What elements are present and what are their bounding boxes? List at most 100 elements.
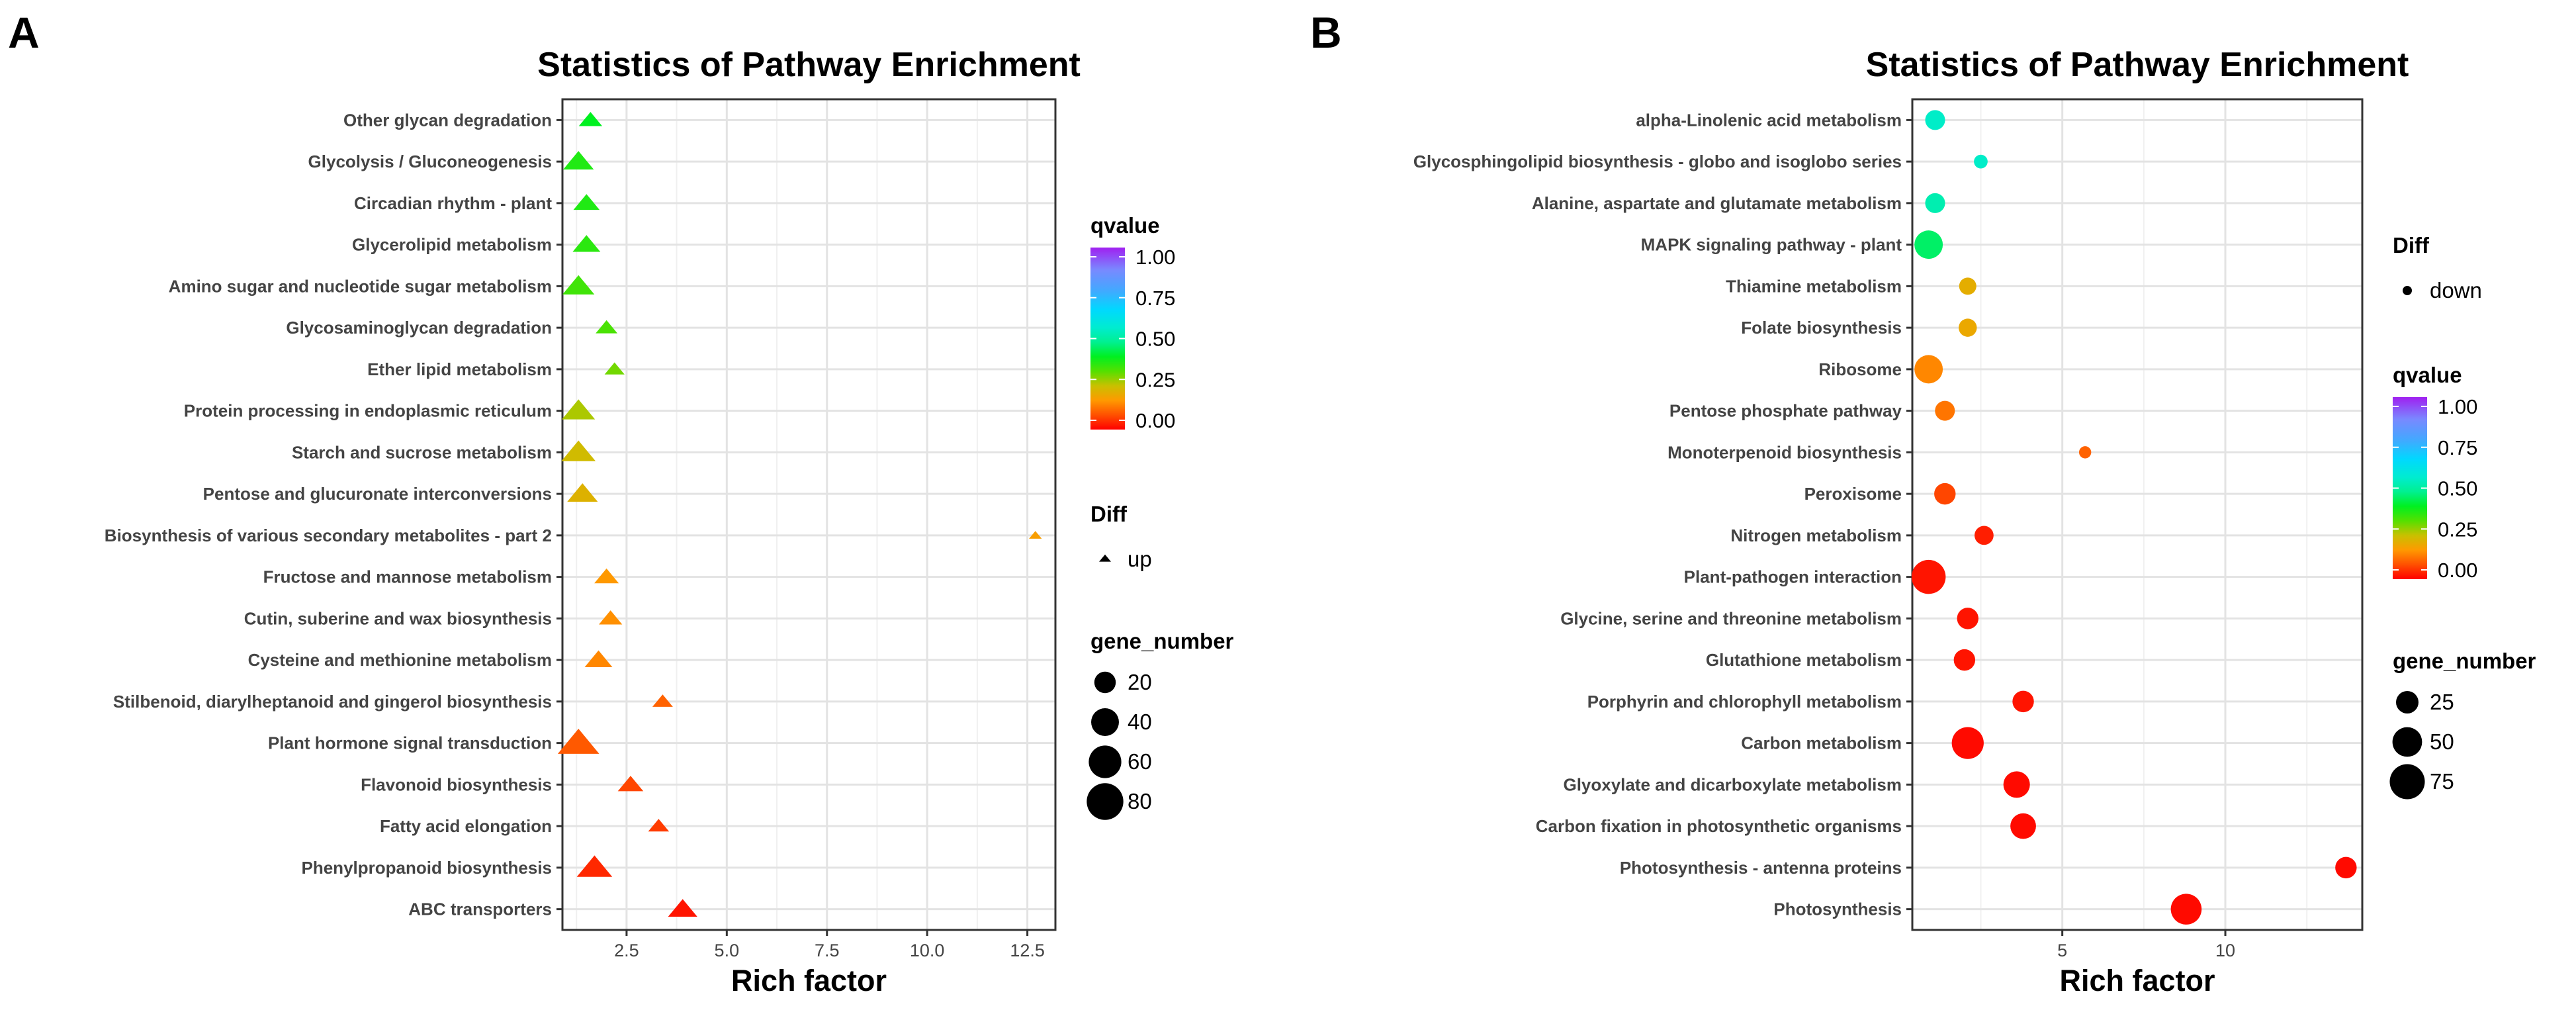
plot-border xyxy=(561,98,1057,931)
diff-legend-key xyxy=(1099,554,1111,562)
data-point-circle xyxy=(1911,559,1946,594)
diff-legend-label: up xyxy=(1128,547,1152,571)
data-point-circle xyxy=(2003,771,2030,798)
size-legend-key xyxy=(1087,783,1124,820)
diff-legend-title: Diff xyxy=(2393,233,2430,257)
size-legend-label: 60 xyxy=(1128,749,1152,774)
data-point-triangle xyxy=(576,855,613,877)
data-point-circle xyxy=(1953,649,1976,671)
category-label: Ether lipid metabolism xyxy=(367,359,552,379)
size-legend-label: 40 xyxy=(1128,710,1152,734)
category-label: Glyoxylate and dicarboxylate metabolism xyxy=(1563,774,1902,794)
category-label: Alanine, aspartate and glutamate metabol… xyxy=(1532,193,1902,213)
data-point-triangle xyxy=(596,320,618,334)
data-point-triangle xyxy=(599,610,623,625)
category-label: Photosynthesis xyxy=(1773,899,1902,919)
x-tick-label: 12.5 xyxy=(1010,941,1045,960)
category-label: Flavonoid biosynthesis xyxy=(361,774,552,794)
category-label: Cysteine and methionine metabolism xyxy=(248,650,552,670)
category-label: Plant hormone signal transduction xyxy=(268,733,552,753)
category-label: Carbon fixation in photosynthetic organi… xyxy=(1536,816,1902,836)
data-point-circle xyxy=(1951,727,1984,759)
data-point-triangle xyxy=(572,235,601,252)
data-point-triangle xyxy=(578,112,603,126)
data-point-circle xyxy=(1974,154,1988,169)
data-point-triangle xyxy=(567,483,598,502)
panel-b-chart: Statistics of Pathway Enrichment alpha-Li… xyxy=(1413,46,2536,997)
size-legend-key xyxy=(1088,745,1122,778)
category-label: Carbon metabolism xyxy=(1741,733,1902,753)
category-label: Circadian rhythm - plant xyxy=(354,193,552,213)
category-label: Glycerolipid metabolism xyxy=(352,235,552,255)
colorbar-tick-label: 0.50 xyxy=(2438,477,2477,500)
category-label: Glycosphingolipid biosynthesis - globo a… xyxy=(1413,152,1902,171)
data-point-triangle xyxy=(573,194,600,210)
size-legend-label: 80 xyxy=(1128,789,1152,813)
data-point-triangle xyxy=(562,399,596,420)
size-legend-key xyxy=(2396,691,2419,714)
category-label: Fatty acid elongation xyxy=(380,816,552,836)
category-label: Glycolysis / Gluconeogenesis xyxy=(308,152,552,171)
size-legend-title: gene_number xyxy=(2393,649,2536,673)
data-point-circle xyxy=(1957,608,1978,629)
category-label: ABC transporters xyxy=(408,899,552,919)
plot-background xyxy=(1912,99,2362,930)
data-point-circle xyxy=(1935,400,1955,421)
x-tick-label: 5 xyxy=(2057,941,2067,960)
category-label: Monoterpenoid biosynthesis xyxy=(1667,442,1902,462)
size-legend-key xyxy=(2392,727,2422,757)
category-label: Porphyrin and chlorophyll metabolism xyxy=(1587,692,1902,712)
category-label: Amino sugar and nucleotide sugar metabol… xyxy=(169,276,552,296)
category-label: Biosynthesis of various secondary metabo… xyxy=(105,526,552,545)
category-label: Starch and sucrose metabolism xyxy=(292,442,552,462)
category-label: Nitrogen metabolism xyxy=(1730,526,1902,545)
colorbar-tick-label: 0.75 xyxy=(2438,436,2477,459)
colorbar-tick-label: 0.00 xyxy=(1135,409,1175,432)
data-point-circle xyxy=(2012,690,2034,713)
panel-letter-a: A xyxy=(8,8,40,57)
size-legend-label: 75 xyxy=(2430,769,2454,794)
x-tick-label: 7.5 xyxy=(815,941,840,960)
data-point-circle xyxy=(1959,277,1976,295)
chart-title: Statistics of Pathway Enrichment xyxy=(537,46,1081,84)
x-tick-label: 10.0 xyxy=(910,941,945,960)
category-label: Ribosome xyxy=(1818,359,1902,379)
data-point-triangle xyxy=(617,776,644,792)
qvalue-legend-title: qvalue xyxy=(1090,213,1160,238)
data-point-triangle xyxy=(563,151,594,170)
category-label: Cutin, suberine and wax biosynthesis xyxy=(244,608,552,628)
diff-legend-key xyxy=(2403,286,2412,295)
category-label: Thiamine metabolism xyxy=(1726,276,1902,296)
diff-legend-label: down xyxy=(2430,278,2482,302)
colorbar-tick-label: 0.75 xyxy=(1135,287,1175,310)
category-label: Pentose and glucuronate interconversions xyxy=(203,484,552,504)
data-point-circle xyxy=(1975,526,1994,545)
data-point-triangle xyxy=(584,650,613,667)
qvalue-legend-title: qvalue xyxy=(2393,363,2462,387)
data-point-triangle xyxy=(562,275,595,295)
plot-border xyxy=(1911,98,2364,931)
data-point-circle xyxy=(2010,813,2036,839)
size-legend-label: 25 xyxy=(2430,690,2454,714)
size-legend-key xyxy=(1091,708,1119,736)
category-label: Glutathione metabolism xyxy=(1706,650,1902,670)
chart-title: Statistics of Pathway Enrichment xyxy=(1866,46,2409,84)
data-point-circle xyxy=(1959,318,1977,337)
x-tick-label: 2.5 xyxy=(614,941,639,960)
x-tick-label: 10 xyxy=(2215,941,2235,960)
x-tick-label: 5.0 xyxy=(715,941,740,960)
colorbar-tick-label: 0.25 xyxy=(2438,518,2477,541)
x-axis-label: Rich factor xyxy=(2059,964,2215,997)
data-point-triangle xyxy=(557,729,600,754)
data-point-circle xyxy=(2170,894,2202,925)
category-label: Fructose and mannose metabolism xyxy=(263,567,552,587)
category-label: Stilbenoid, diarylheptanoid and gingerol… xyxy=(113,692,552,712)
data-point-circle xyxy=(2335,856,2357,879)
colorbar-tick-label: 1.00 xyxy=(1135,246,1175,269)
diff-legend-title: Diff xyxy=(1090,502,1128,526)
colorbar-tick-label: 0.25 xyxy=(1135,368,1175,391)
category-label: Glycine, serine and threonine metabolism xyxy=(1560,608,1902,628)
data-point-triangle xyxy=(652,694,673,707)
category-label: Folate biosynthesis xyxy=(1741,318,1902,338)
plot-background xyxy=(562,99,1055,930)
